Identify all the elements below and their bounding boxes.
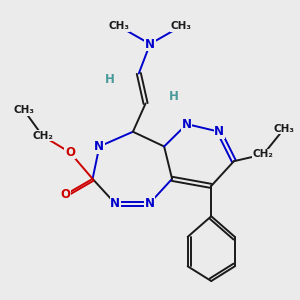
Text: O: O [65,146,75,159]
Text: H: H [169,91,178,103]
Text: CH₃: CH₃ [170,21,191,31]
Text: H: H [105,74,115,86]
Text: CH₃: CH₃ [14,105,34,115]
Text: CH₃: CH₃ [109,21,130,31]
Text: CH₂: CH₂ [253,149,274,159]
Text: O: O [60,188,70,201]
Text: CH₃: CH₃ [274,124,295,134]
Text: CH₂: CH₂ [32,131,53,141]
Text: N: N [145,38,155,50]
Text: N: N [144,197,154,210]
Text: N: N [110,197,120,210]
Text: N: N [94,140,104,153]
Text: N: N [182,118,192,130]
Text: N: N [214,125,224,138]
